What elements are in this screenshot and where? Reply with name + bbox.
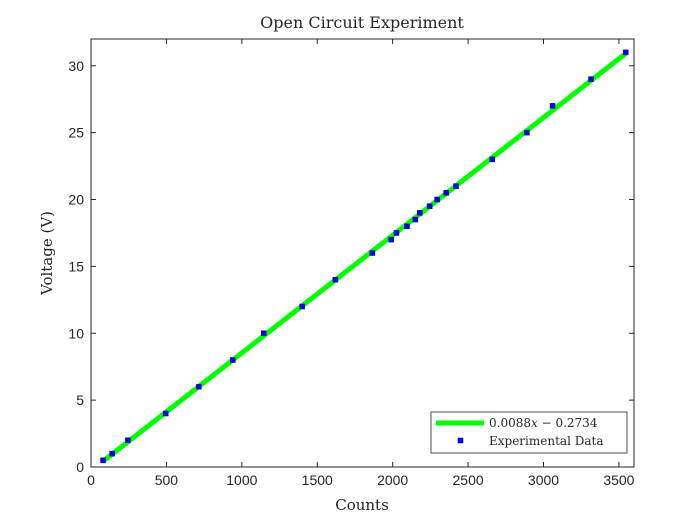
data-point <box>443 190 450 196</box>
data-point <box>434 196 440 203</box>
data-point <box>453 183 459 189</box>
x-tick-label: 2500 <box>453 472 484 488</box>
x-tick-label: 1500 <box>302 472 333 488</box>
fit-line <box>101 51 628 464</box>
data-point <box>417 210 423 216</box>
data-point <box>260 330 267 337</box>
legend-box <box>430 411 628 454</box>
data-point <box>299 303 305 310</box>
x-tick-label: 2000 <box>377 472 408 488</box>
y-tick-label: 20 <box>68 192 84 208</box>
data-point <box>412 216 419 223</box>
y-tick-label: 0 <box>76 459 84 475</box>
data-point <box>524 129 530 136</box>
chart-title: Open Circuit Experiment <box>260 13 464 32</box>
fit-line-layer <box>101 51 628 464</box>
x-tick-label: 3000 <box>528 472 559 488</box>
y-axis-ticks: 0 5 10 15 20 25 30 <box>68 58 634 475</box>
y-tick-label: 5 <box>76 392 84 408</box>
x-tick-label: 1000 <box>226 472 257 488</box>
data-point <box>489 156 496 163</box>
data-point <box>549 103 556 109</box>
legend: 0.0088x − 0.2734 Experimental Data <box>430 411 628 454</box>
plot-background <box>91 39 634 467</box>
legend-fit-variable: x <box>531 416 538 430</box>
data-point <box>393 230 400 236</box>
legend-data-label: Experimental Data <box>489 434 603 448</box>
data-point <box>404 223 410 230</box>
data-point <box>588 76 594 82</box>
y-tick-label: 15 <box>68 258 84 274</box>
data-point <box>162 410 169 417</box>
legend-fit-coefficient: 0.0088 <box>489 416 531 430</box>
data-point <box>196 383 202 390</box>
x-axis-ticks: 0 500 1000 1500 2000 2500 3000 3500 <box>87 39 635 488</box>
x-tick-label: 500 <box>155 472 179 488</box>
x-tick-label: 3500 <box>603 472 634 488</box>
y-axis-label: Voltage (V) <box>38 211 56 296</box>
legend-fit-intercept: − 0.2734 <box>538 416 598 430</box>
x-tick-label: 0 <box>87 472 95 488</box>
y-tick-label: 10 <box>68 325 84 341</box>
data-point <box>100 457 106 464</box>
data-point <box>229 357 236 363</box>
data-point <box>622 49 629 56</box>
data-point <box>426 203 433 209</box>
y-tick-label: 25 <box>68 125 84 141</box>
data-point <box>332 276 339 283</box>
data-point <box>369 250 376 256</box>
data-marker-layer <box>100 49 629 464</box>
legend-fit-label: 0.0088x − 0.2734 <box>489 416 598 430</box>
data-point <box>125 437 131 444</box>
y-tick-label: 30 <box>68 58 84 74</box>
data-point <box>388 236 394 243</box>
legend-marker-swatch <box>457 437 464 444</box>
x-axis-label: Counts <box>335 496 389 514</box>
plot-frame <box>90 38 635 468</box>
data-point <box>109 450 115 457</box>
